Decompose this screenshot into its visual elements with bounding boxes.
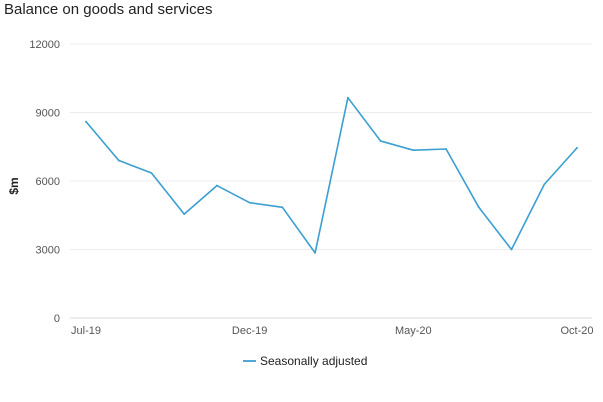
data-point: [85, 120, 87, 123]
chart-title: Balance on goods and services: [4, 1, 213, 18]
y-axis-title: $m: [7, 177, 21, 194]
data-point: [510, 248, 513, 251]
data-point: [183, 213, 186, 216]
y-tick-labels: 0 3000 6000 9000 12000: [29, 39, 60, 325]
data-point: [117, 159, 120, 162]
data-point: [281, 206, 284, 209]
series-line: [85, 96, 578, 254]
data-point: [216, 184, 218, 187]
y-tick-label: 9000: [36, 108, 60, 120]
data-point: [248, 201, 251, 204]
y-tick-label: 0: [54, 313, 60, 325]
legend-label: Seasonally adjusted: [260, 354, 367, 368]
x-tick-label: Oct-20: [560, 325, 593, 337]
data-point: [543, 183, 546, 186]
data-point: [412, 149, 415, 152]
legend: Seasonally adjusted: [243, 354, 367, 368]
data-point: [477, 206, 480, 209]
data-point: [150, 172, 153, 174]
data-point: [314, 252, 317, 254]
data-point: [379, 140, 382, 142]
data-point: [576, 146, 578, 149]
series-layer: [85, 96, 578, 254]
data-point: [445, 148, 447, 150]
y-tick-label: 3000: [36, 245, 60, 257]
data-point: [346, 96, 349, 99]
x-tick-label: May-20: [395, 325, 432, 337]
y-tick-label: 12000: [29, 39, 60, 51]
x-tick-label: Dec-19: [232, 325, 267, 337]
x-tick-labels: Jul-19 Dec-19 May-20 Oct-20: [71, 325, 593, 337]
y-tick-label: 6000: [36, 176, 60, 188]
x-tick-label: Jul-19: [71, 325, 101, 337]
